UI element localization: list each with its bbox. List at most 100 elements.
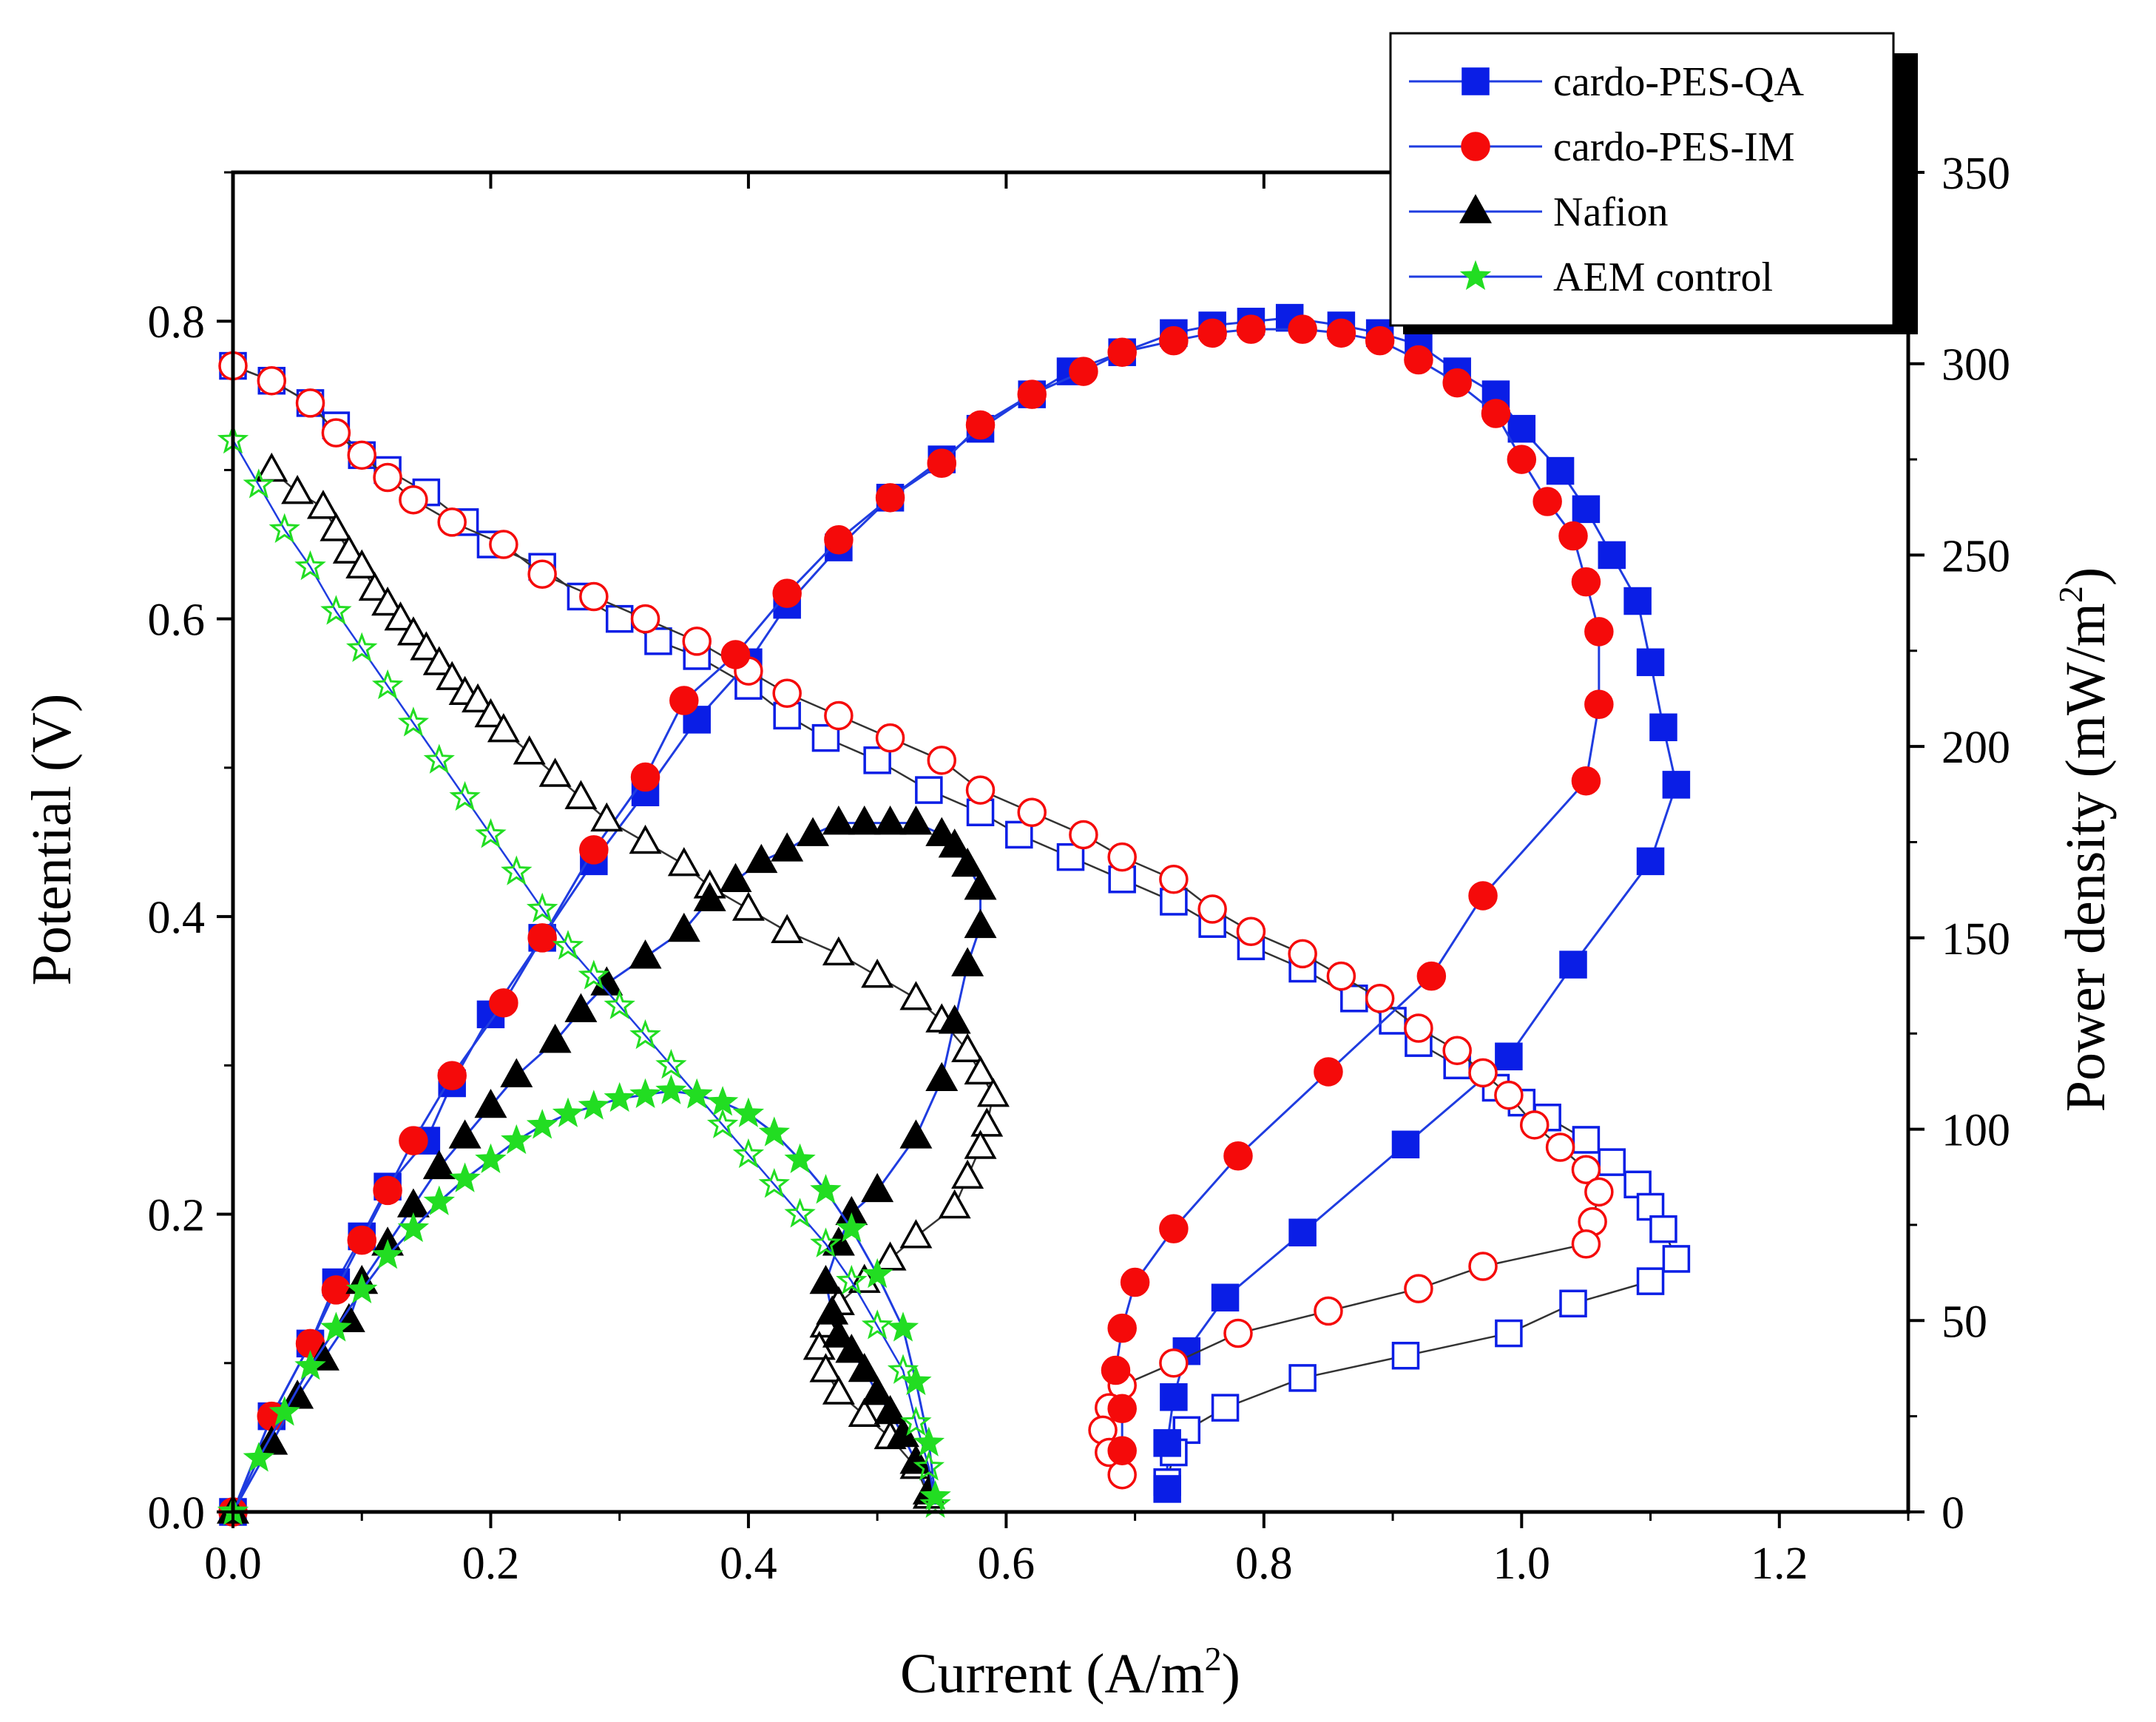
power-point [501, 1124, 533, 1155]
power-point [1288, 1218, 1317, 1247]
power-point [809, 1264, 842, 1294]
polarization-point [1107, 1459, 1137, 1490]
polarization-point [1326, 961, 1356, 991]
polarization-point [281, 475, 314, 504]
power-point [925, 1061, 959, 1092]
power-point [527, 923, 557, 953]
power-point [887, 1311, 919, 1342]
power-point [927, 448, 957, 478]
power-point [500, 1058, 533, 1087]
polarization-point [526, 892, 558, 923]
power-point [371, 1239, 404, 1269]
power-point [875, 483, 905, 513]
power-point [1404, 345, 1433, 375]
polarization-point [630, 604, 660, 634]
power-point [1314, 1057, 1343, 1087]
power-point [423, 1185, 455, 1215]
polarization-point [399, 484, 428, 515]
power-point [836, 1212, 868, 1243]
polarization-point [474, 698, 507, 728]
series-cardo-pes-im [218, 314, 1614, 1527]
power-point [1636, 648, 1665, 677]
power-point [655, 1074, 687, 1104]
power-point [745, 843, 778, 874]
power-point [1017, 379, 1047, 409]
power-point [321, 1275, 351, 1305]
power-point [1571, 567, 1601, 597]
power-point [268, 1396, 300, 1426]
polarization-point [1636, 1267, 1665, 1295]
polarization-point [875, 723, 905, 753]
polarization-point [1107, 842, 1137, 872]
power-point [564, 993, 598, 1022]
power-point [1546, 456, 1575, 485]
polarization-point [732, 1138, 765, 1169]
power-point [1211, 1283, 1240, 1311]
polarization-point [578, 959, 610, 990]
polarization-point [320, 595, 352, 625]
y2-tick-label: 50 [1942, 1297, 1987, 1347]
polarization-point [1223, 1318, 1253, 1348]
polarization-point [822, 1375, 855, 1405]
power-point [861, 1172, 894, 1203]
legend-marker [1461, 132, 1490, 161]
x-tick-label: 1.0 [1493, 1539, 1551, 1589]
power-line [232, 317, 1677, 1513]
power-point [706, 1086, 739, 1116]
power-point [1107, 1394, 1137, 1424]
power-point [294, 1350, 326, 1380]
power-point [965, 410, 996, 440]
y2-tick-label: 250 [1942, 531, 2010, 581]
legend-marker [1461, 67, 1490, 95]
power-point [1069, 357, 1098, 386]
power-point [913, 1426, 945, 1456]
power-point [604, 1081, 635, 1112]
polarization-point [590, 802, 624, 832]
polarization-point [1159, 865, 1189, 894]
polarization-point [489, 530, 518, 559]
polarization-point [951, 1033, 984, 1062]
power-point [938, 1004, 971, 1034]
legend-label: AEM control [1553, 254, 1773, 300]
polarization-point [784, 1198, 816, 1228]
polarization-point [861, 1309, 893, 1340]
power-point [1160, 1383, 1188, 1411]
power-point [919, 1480, 951, 1510]
power-point [373, 1175, 402, 1206]
power-point [873, 1394, 907, 1425]
y-tick-label: 0.2 [148, 1191, 206, 1241]
polarization-point [682, 627, 712, 656]
power-point [899, 1445, 933, 1474]
polarization-point [371, 586, 405, 616]
series-aem-control [217, 423, 951, 1526]
power-point [1120, 1267, 1150, 1297]
polarization-point [1571, 1155, 1601, 1184]
power-point [1495, 1042, 1523, 1071]
power-point [1365, 325, 1395, 356]
power-point [964, 871, 997, 900]
polarization-point [1584, 1177, 1614, 1207]
polarization-point [913, 1451, 945, 1481]
legend-marker [1459, 194, 1492, 223]
polarization-point [848, 1397, 881, 1427]
power-point [771, 832, 804, 862]
power-point [320, 1311, 352, 1342]
power-point [475, 1143, 507, 1173]
polarization-point [294, 550, 326, 581]
polarization-point [938, 1189, 971, 1219]
power-point [1584, 689, 1614, 719]
power-point [489, 988, 518, 1018]
polarization-point [873, 1241, 907, 1271]
y-tick-label: 0.4 [148, 893, 206, 943]
polarization-point [396, 616, 430, 646]
polarization-point [320, 512, 353, 541]
polarization-point [970, 1107, 1004, 1137]
polarization-point [513, 735, 546, 765]
power-point [1507, 445, 1537, 474]
polarization-point [475, 818, 507, 848]
power-point [1558, 521, 1588, 551]
x-axis-label: Current (A/m2) [900, 1640, 1240, 1705]
polarization-point [1571, 1229, 1601, 1259]
power-point [346, 1273, 378, 1303]
polarization-point [1288, 1364, 1317, 1392]
